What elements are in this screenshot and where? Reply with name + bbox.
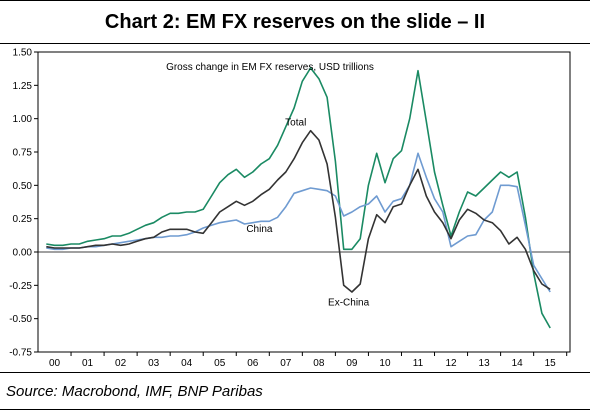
- chart-subtitle: Gross change in EM FX reserves, USD tril…: [166, 62, 374, 73]
- title-bar: Chart 2: EM FX reserves on the slide – I…: [0, 0, 590, 44]
- y-tick-label: -0.75: [9, 348, 32, 359]
- y-tick-label: -0.50: [9, 314, 32, 325]
- x-tick-label: 02: [115, 358, 127, 369]
- x-tick-label: 08: [313, 358, 325, 369]
- x-tick-label: 04: [181, 358, 193, 369]
- x-tick-label: 05: [214, 358, 226, 369]
- y-tick-label: 0.25: [13, 214, 33, 225]
- x-tick-label: 03: [148, 358, 160, 369]
- series-label: Total: [285, 117, 306, 128]
- x-axis: 00 01 02 03 04 05 06 07 08 09 10 11 12 13 14 15: [49, 352, 568, 369]
- x-tick-label: 13: [479, 358, 491, 369]
- series-line-total: [46, 67, 551, 329]
- x-tick-label: 06: [247, 358, 259, 369]
- y-tick-label: 0.00: [13, 248, 33, 259]
- x-tick-label: 07: [280, 358, 292, 369]
- series-line-china: [46, 152, 551, 293]
- y-tick-label: -0.25: [9, 281, 32, 292]
- y-tick-label: 0.50: [13, 181, 33, 192]
- x-tick-label: 00: [49, 358, 61, 369]
- x-tick-label: 10: [379, 358, 391, 369]
- line-chart: 1.50 1.25 1.00 0.75 0.50 0.25 0.00 -0.25 -0.50 -0…: [9, 48, 571, 369]
- y-tick-label: 1.00: [13, 114, 33, 125]
- x-tick-label: 09: [346, 358, 358, 369]
- series-label: China: [246, 224, 273, 235]
- annotation-group: Total China Ex-China: [246, 117, 369, 308]
- source-line: Source: Macrobond, IMF, BNP Paribas: [0, 372, 590, 410]
- x-tick-label: 11: [413, 358, 424, 369]
- y-tick-label: 0.75: [13, 148, 33, 159]
- chart-title: Chart 2: EM FX reserves on the slide – I…: [104, 10, 486, 33]
- y-tick-label: 1.25: [13, 81, 33, 92]
- plot-frame: [37, 51, 571, 353]
- series-label: Ex-China: [328, 297, 370, 308]
- y-axis: 1.50 1.25 1.00 0.75 0.50 0.25 0.00 -0.25 -0.50 -0…: [9, 48, 38, 359]
- series-line-ex-china: [46, 129, 551, 293]
- x-tick-label: 14: [512, 358, 524, 369]
- x-tick-label: 12: [445, 358, 457, 369]
- x-tick-label: 15: [545, 358, 557, 369]
- y-tick-label: 1.50: [13, 48, 33, 59]
- series-group: [46, 67, 551, 329]
- x-tick-label: 01: [82, 358, 94, 369]
